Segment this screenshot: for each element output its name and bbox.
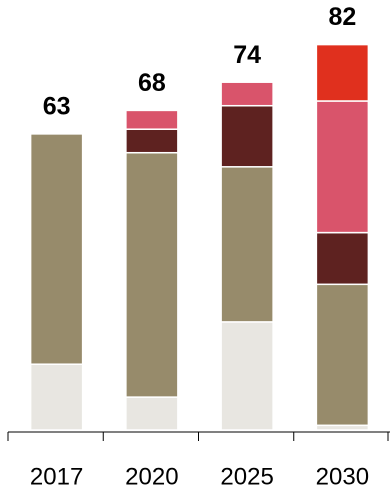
- bar-segment: [125, 128, 179, 154]
- total-label: 74: [233, 41, 261, 69]
- x-tick-label: 2020: [125, 463, 178, 490]
- x-tick-label: 2017: [30, 463, 83, 490]
- total-label: 63: [43, 93, 71, 121]
- x-tick-label: 2025: [220, 463, 273, 490]
- x-tick-label: 2030: [316, 463, 369, 490]
- bar-segment: [220, 321, 274, 431]
- total-label: 82: [328, 3, 356, 31]
- total-label: 68: [138, 69, 166, 97]
- bar-segment: [315, 43, 370, 102]
- bar-segment: [125, 396, 179, 431]
- bar-segment: [315, 231, 370, 286]
- bar-segment: [315, 283, 370, 427]
- bar-segment: [220, 81, 274, 107]
- bar-segment: [220, 166, 274, 323]
- bar-segment: [125, 109, 179, 130]
- bar-segment: [29, 133, 84, 365]
- bar-segment: [125, 151, 179, 398]
- bar-segment: [220, 104, 274, 168]
- bar-segment: [29, 363, 84, 431]
- bar-segment: [315, 100, 370, 234]
